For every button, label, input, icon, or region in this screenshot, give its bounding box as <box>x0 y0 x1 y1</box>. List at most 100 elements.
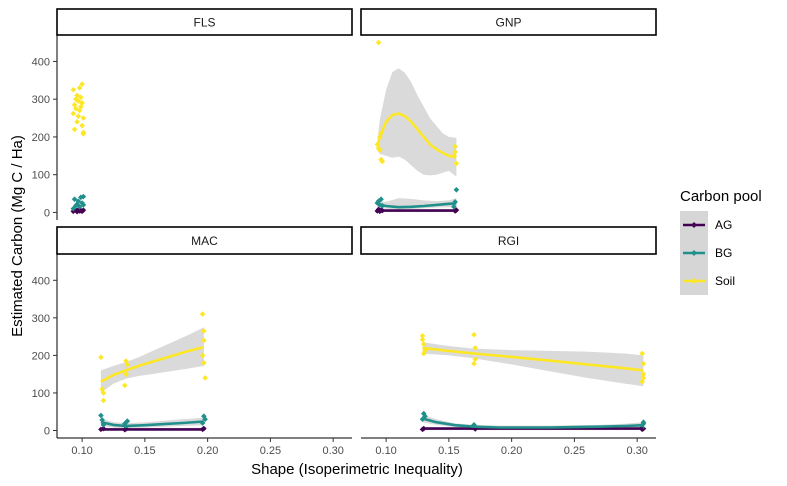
data-point-soil <box>123 371 129 377</box>
y-axis-title: Estimated Carbon (Mg C / Ha) <box>9 135 26 337</box>
facet-strip-label: FLS <box>193 16 215 30</box>
data-point-soil <box>121 382 128 389</box>
facet-strip-label: MAC <box>191 234 218 248</box>
data-point-soil <box>640 371 647 377</box>
data-point-soil <box>71 126 78 133</box>
data-point-bg <box>99 417 105 423</box>
confidence-band-soil <box>422 342 644 387</box>
x-tick-label: 0.15 <box>134 445 155 457</box>
facet-strip <box>360 8 657 36</box>
panel-rgi: RGI 0.10 0.15 0.20 0.25 0.30 <box>360 226 657 457</box>
data-point-soil <box>379 158 386 165</box>
legend-label: BG <box>715 246 732 260</box>
panel-gnp: GNP <box>360 8 657 215</box>
data-point-soil <box>201 337 207 344</box>
data-point-soil <box>639 350 645 357</box>
data-point-soil <box>472 356 479 362</box>
data-point-soil <box>452 143 458 150</box>
legend-key-soil: Soil <box>680 267 735 295</box>
data-point-soil <box>375 39 382 46</box>
data-point-soil <box>471 331 477 338</box>
data-point-soil <box>201 360 207 366</box>
data-point-soil <box>73 105 79 112</box>
data-point-soil <box>419 333 426 339</box>
data-point-bg <box>420 410 427 417</box>
data-point-bg <box>100 422 107 428</box>
x-tick-label: 0.20 <box>197 445 218 457</box>
data-point-bg <box>71 196 78 203</box>
data-point-bg <box>79 200 85 206</box>
data-point-soil <box>453 160 460 167</box>
data-point-bg <box>375 198 382 204</box>
y-tick-label: 100 <box>32 388 50 400</box>
data-point-bg <box>378 196 384 203</box>
panel-mac: MAC 0 100 200 300 400 0.10 0.15 0.20 0.25 0.30 <box>32 226 353 457</box>
legend-keys: AG BG Soil <box>680 211 735 295</box>
legend-key-point <box>691 278 697 284</box>
y-tick-label: 400 <box>32 275 50 287</box>
confidence-band-soil <box>377 68 457 177</box>
data-point-soil <box>80 131 87 137</box>
panel-fls: FLS 0 100 200 300 400 <box>32 8 353 220</box>
data-point-soil <box>74 92 80 99</box>
data-point-soil <box>472 345 479 351</box>
y-tick-label: 200 <box>32 350 50 362</box>
data-point-bg <box>199 420 206 426</box>
y-tick-label: 300 <box>32 94 50 106</box>
x-tick-label: 0.20 <box>501 445 522 457</box>
legend-label: Soil <box>715 274 735 288</box>
trend-line-soil <box>422 346 644 372</box>
facet-strip <box>56 8 353 36</box>
trend-line-bg <box>422 417 644 429</box>
facet-strip <box>56 226 353 255</box>
data-point-soil <box>98 354 104 361</box>
data-point-soil <box>422 348 428 354</box>
data-point-soil <box>100 390 107 396</box>
data-point-soil <box>80 115 87 121</box>
y-tick-label: 100 <box>32 170 50 182</box>
data-point-bg <box>80 193 87 200</box>
data-point-soil <box>70 86 77 93</box>
y-tick-label: 0 <box>44 207 50 219</box>
data-point-soil <box>76 85 83 91</box>
data-point-soil <box>377 147 383 153</box>
data-point-soil <box>420 341 427 347</box>
confidence-band-soil <box>100 327 204 393</box>
data-point-soil <box>640 360 647 367</box>
y-tick-label: 400 <box>32 56 50 68</box>
data-point-bg <box>422 413 428 420</box>
data-point-bg <box>452 199 458 205</box>
legend-key-bg: BG <box>680 239 732 267</box>
data-point-bg <box>78 194 84 201</box>
data-point-soil <box>199 311 206 317</box>
legend-label: AG <box>715 218 732 232</box>
x-tick-label: 0.10 <box>71 445 92 457</box>
data-point-bg <box>640 419 647 426</box>
data-point-ag <box>80 207 87 213</box>
trend-line-bg <box>100 420 204 428</box>
data-point-soil <box>199 352 206 359</box>
legend-key-point <box>691 222 697 228</box>
data-point-soil <box>375 145 382 152</box>
y-tick-label: 0 <box>44 425 50 437</box>
data-point-soil <box>75 113 82 119</box>
x-tick-label: 0.25 <box>260 445 281 457</box>
legend-title: Carbon pool <box>680 188 762 205</box>
data-point-soil <box>201 328 207 334</box>
facet-strip-label: GNP <box>495 16 521 30</box>
data-point-soil <box>419 336 426 343</box>
trend-line-bg <box>377 202 457 209</box>
facet-strip-label: RGI <box>498 234 519 248</box>
data-point-soil <box>124 361 131 368</box>
legend: Carbon pool AG BG Soil <box>680 188 762 295</box>
data-point-soil <box>79 122 85 129</box>
x-tick-label: 0.30 <box>626 445 647 457</box>
data-point-soil <box>452 149 458 155</box>
data-point-soil <box>78 94 84 101</box>
data-point-bg <box>453 186 460 193</box>
facet-strip <box>360 226 657 255</box>
legend-key-ag: AG <box>680 211 732 239</box>
data-point-ag <box>453 207 460 213</box>
data-point-bg <box>451 203 457 210</box>
